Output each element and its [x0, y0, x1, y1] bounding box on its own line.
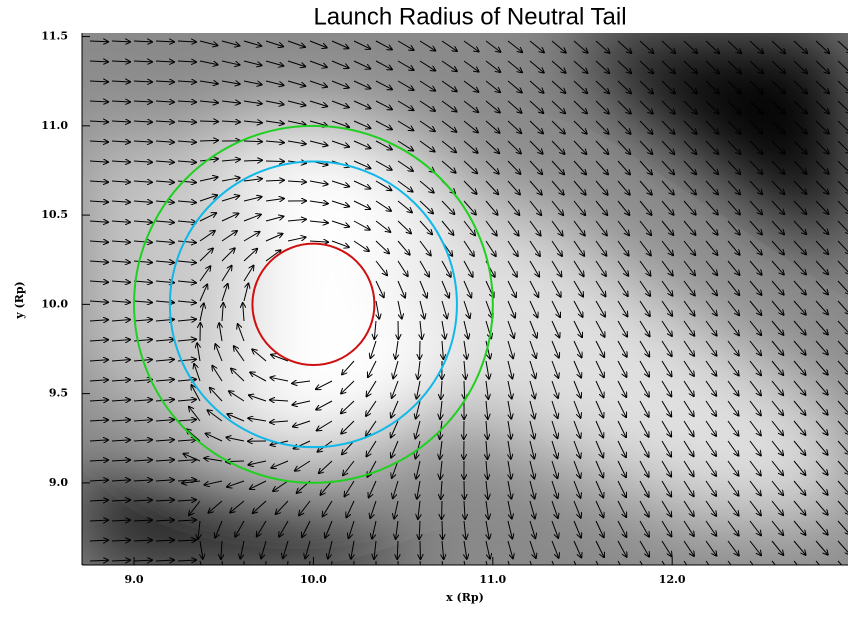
- x-tick-label: 9.0: [124, 573, 143, 586]
- vector-arrow: [266, 161, 284, 162]
- vector-arrow: [464, 381, 465, 399]
- y-tick-label: 10.0: [41, 297, 68, 310]
- y-tick-label: 10.5: [41, 208, 68, 221]
- y-tick-label: 11.5: [41, 30, 68, 43]
- background: [82, 33, 848, 565]
- vector-arrow: [244, 141, 262, 142]
- chart-title: Launch Radius of Neutral Tail: [313, 3, 626, 30]
- y-tick-label: 11.0: [41, 119, 68, 132]
- vector-arrow: [200, 121, 218, 122]
- x-tick-label: 12.0: [659, 573, 686, 586]
- vector-arrow: [200, 140, 218, 141]
- x-axis-label: x (Rp): [446, 591, 484, 604]
- y-tick-label: 9.5: [49, 387, 68, 400]
- x-tick-label: 10.0: [300, 573, 327, 586]
- vector-arrow: [442, 521, 443, 539]
- y-axis-label: y (Rp): [13, 281, 26, 319]
- y-tick-label: 9.0: [49, 476, 68, 489]
- x-tick-label: 11.0: [479, 573, 506, 586]
